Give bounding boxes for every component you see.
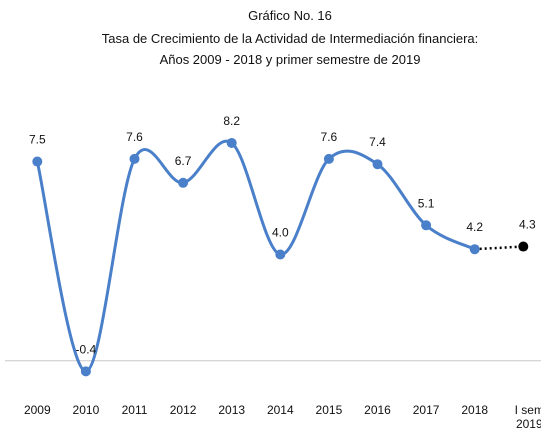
x-tick-label: 2013 xyxy=(218,403,245,417)
point xyxy=(372,159,383,170)
x-tick-label: 2016 xyxy=(364,403,391,417)
x-tick-label: 2017 xyxy=(413,403,440,417)
point xyxy=(275,249,286,260)
point xyxy=(129,153,140,164)
x-tick-label: 2014 xyxy=(267,403,294,417)
data-label: -0.4 xyxy=(76,342,97,356)
data-label: 5.1 xyxy=(418,196,435,210)
point xyxy=(421,220,432,231)
point xyxy=(323,153,334,164)
x-tick-label: 2011 xyxy=(122,403,148,417)
x-tick-label: 2012 xyxy=(170,403,197,417)
data-label: 6.7 xyxy=(175,154,192,168)
x-tick-label: 2018 xyxy=(461,403,488,417)
dotted-line xyxy=(474,245,524,251)
data-label: 4.3 xyxy=(519,218,536,232)
point xyxy=(518,241,529,252)
data-label: 8.2 xyxy=(223,114,240,128)
data-label: 7.4 xyxy=(369,135,386,149)
x-tick-label: 2010 xyxy=(73,403,100,417)
point xyxy=(469,244,480,255)
x-tick-label: 2009 xyxy=(24,403,51,417)
point xyxy=(178,177,189,188)
point xyxy=(80,366,91,377)
data-label: 7.6 xyxy=(126,130,143,144)
x-tick-label: 2015 xyxy=(316,403,343,417)
point xyxy=(32,156,43,167)
data-label: 7.6 xyxy=(321,130,338,144)
point xyxy=(226,137,237,148)
line xyxy=(35,139,476,373)
data-label: 4.0 xyxy=(272,226,289,240)
chart-title: Gráfico No. 16 xyxy=(248,8,332,23)
chart-subtitle: Tasa de Crecimiento de la Actividad de I… xyxy=(102,31,479,46)
data-label: 7.5 xyxy=(29,133,46,147)
data-label: 4.2 xyxy=(466,220,483,234)
x-tick-label: I sem 2019 xyxy=(515,403,541,431)
chart-subtitle: Años 2009 - 2018 y primer semestre de 20… xyxy=(160,52,421,67)
